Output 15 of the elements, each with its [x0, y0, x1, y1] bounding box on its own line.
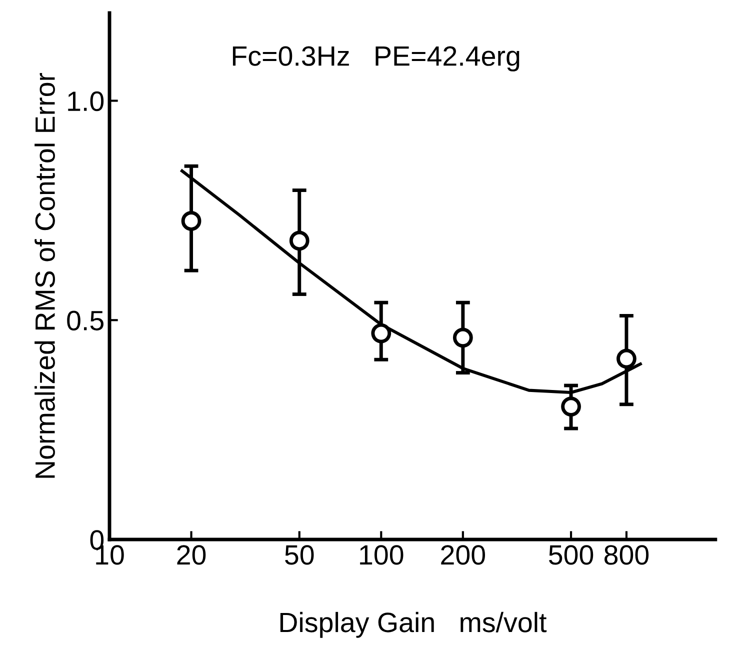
y-tick-label: 1.0	[68, 91, 104, 112]
x-tick-label: 50	[285, 545, 314, 565]
point	[371, 323, 392, 344]
x-tick-label: 20	[177, 545, 206, 565]
x-axis-title: Display Gain ms/volt	[280, 612, 547, 638]
point	[289, 230, 310, 251]
point	[452, 328, 473, 348]
point	[616, 348, 636, 369]
annotation: Fc=0.3Hz PE=42.4erg	[232, 46, 520, 72]
x-tick-label: 100	[360, 545, 404, 565]
x-tick-label: 800	[604, 545, 649, 565]
x-tick-label: 500	[548, 545, 594, 565]
x-tick-label: 200	[441, 545, 486, 565]
y-tick-label: 0.5	[67, 310, 104, 330]
y-axis-title: Normalized RMS of Control Error	[34, 72, 55, 478]
